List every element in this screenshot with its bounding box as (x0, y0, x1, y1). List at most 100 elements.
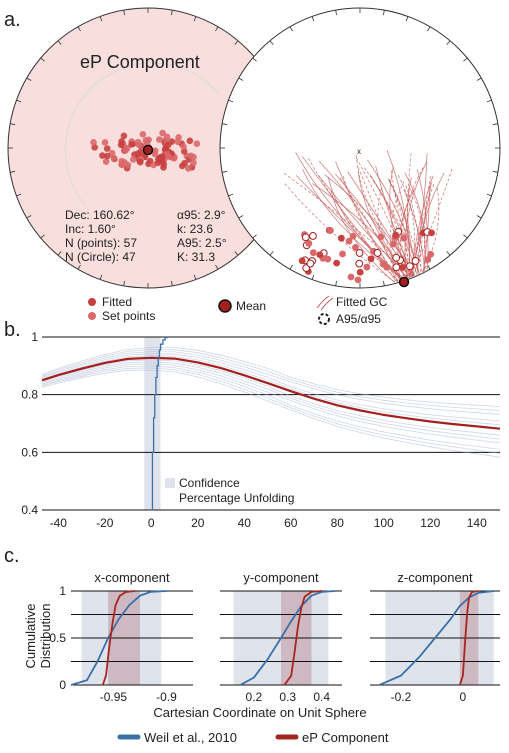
great-circle (406, 153, 412, 287)
panel-b-series (41, 336, 501, 511)
weil-cdf-line (378, 590, 494, 686)
fitted-point (156, 153, 164, 161)
fitted-point (122, 147, 129, 154)
panel-b-chart: 0.4 0.6 0.8 1 -40 -20 0 20 40 60 80 100 120 140 Conf… (21, 330, 501, 530)
great-circle (317, 174, 418, 287)
confidence-arc (64, 62, 221, 206)
component-title: x-component (94, 570, 170, 585)
stat-n-points: N (points): 57 (65, 236, 137, 250)
marker-x: x (357, 147, 361, 156)
stereonet-tick (492, 123, 498, 125)
legend-a95-swatch (318, 313, 330, 325)
stereonet-tick (476, 77, 482, 81)
set-point (367, 255, 375, 263)
fitted-point (180, 143, 187, 151)
fitted-point (99, 152, 106, 159)
percentage-unfolding-cdf (151, 336, 169, 511)
set-point (306, 259, 315, 268)
great-circle (406, 187, 423, 287)
stat-inc: Inc: 1.60° (65, 222, 116, 236)
legend-mean-label: Mean (236, 299, 266, 313)
great-circle (347, 171, 423, 287)
x-tick-label: 0.3 (279, 690, 296, 704)
great-circle (400, 167, 424, 287)
set-point (301, 233, 310, 242)
great-circle (389, 166, 420, 287)
x-tick-label: 0.4 (313, 690, 330, 704)
unfolding-thin-curve (41, 363, 501, 444)
stereonet-tick (492, 171, 498, 173)
set-point (390, 240, 397, 248)
stats-right: α95: 2.9° k: 23.6 A95: 2.5° K: 31.3 (177, 208, 227, 264)
stereonet-tick (269, 40, 274, 45)
stereonet-tick (335, 280, 337, 286)
x-tick-label: -40 (50, 516, 68, 530)
stereonet-tick (193, 16, 197, 22)
fitted-points (90, 129, 201, 172)
fitted-point (151, 150, 159, 158)
great-circle (390, 181, 405, 287)
component-chart: x-component -0.95 -0.9 0 0.5 1 (49, 570, 193, 704)
panel-a-label: a. (4, 9, 21, 31)
component-chart: z-component -0.2 0 (370, 570, 500, 704)
stereonet-tick (238, 77, 244, 81)
legend-gc-swatch (316, 295, 334, 311)
stereonet-tick (57, 40, 62, 45)
set-point (379, 260, 387, 268)
stereonet-tick (335, 10, 337, 16)
fitted-point (102, 158, 110, 165)
stereonet-tick (99, 274, 103, 280)
stereonet-tick (289, 264, 293, 270)
stat-alpha95: α95: 2.9° (177, 208, 226, 222)
set-point (324, 255, 332, 263)
stereonet-tick (222, 123, 228, 125)
fitted-point (119, 161, 126, 168)
component-title: z-component (397, 570, 473, 585)
fitted-point (136, 158, 144, 166)
fitted-point (134, 138, 142, 146)
y-tick-label: 0.4 (21, 503, 38, 517)
legend-weil-label: Weil et al., 2010 (144, 730, 237, 745)
set-point (373, 249, 382, 257)
unfolding-thin-curve (41, 351, 501, 415)
stereonet-tick (26, 77, 32, 81)
x-tick-label: 0 (460, 690, 467, 704)
stereonet-tick (486, 193, 492, 197)
fitted-point (139, 131, 147, 138)
fitted-point (90, 138, 97, 146)
stereonet-tick (228, 99, 234, 103)
x-tick-label: -0.2 (391, 690, 412, 704)
panel-c-charts: x-component -0.95 -0.9 0 0.5 1 y-component 0.2 0… (49, 570, 500, 704)
ep-cdf-line (283, 590, 322, 686)
stereonet-tick (252, 57, 257, 62)
x-tick-label: -0.9 (156, 690, 177, 704)
stat-dec: Dec: 160.62° (65, 208, 135, 222)
set-point (392, 263, 401, 272)
stereonet-tick (10, 171, 16, 173)
set-point (428, 229, 435, 237)
x-tick-label: -20 (96, 516, 114, 530)
stereonet-tick (10, 123, 16, 125)
great-circle (342, 176, 408, 287)
set-point (309, 249, 317, 257)
legend-confidence-swatch (165, 478, 175, 488)
stereonet-tick (383, 10, 385, 16)
unfolding-thin-curve (41, 355, 501, 426)
great-circle (295, 152, 416, 287)
stereonet-tick (311, 274, 315, 280)
stereonet-right: x (219, 7, 501, 289)
set-point (363, 263, 371, 271)
stereonet-tick (446, 40, 451, 45)
fitted-point (160, 161, 168, 168)
stereonet-tick (238, 215, 244, 219)
x-tick-label: 40 (238, 516, 252, 530)
legend-fitted-label: Fitted (102, 295, 132, 309)
fitted-point (190, 159, 197, 167)
y-tick-label: 0.8 (21, 388, 38, 402)
fitted-point (130, 156, 137, 163)
panel-a-title: eP Component (80, 52, 200, 72)
stereonet-tick (77, 264, 81, 270)
x-tick-label: 60 (284, 516, 298, 530)
set-point (305, 240, 313, 247)
set-point (399, 263, 406, 271)
